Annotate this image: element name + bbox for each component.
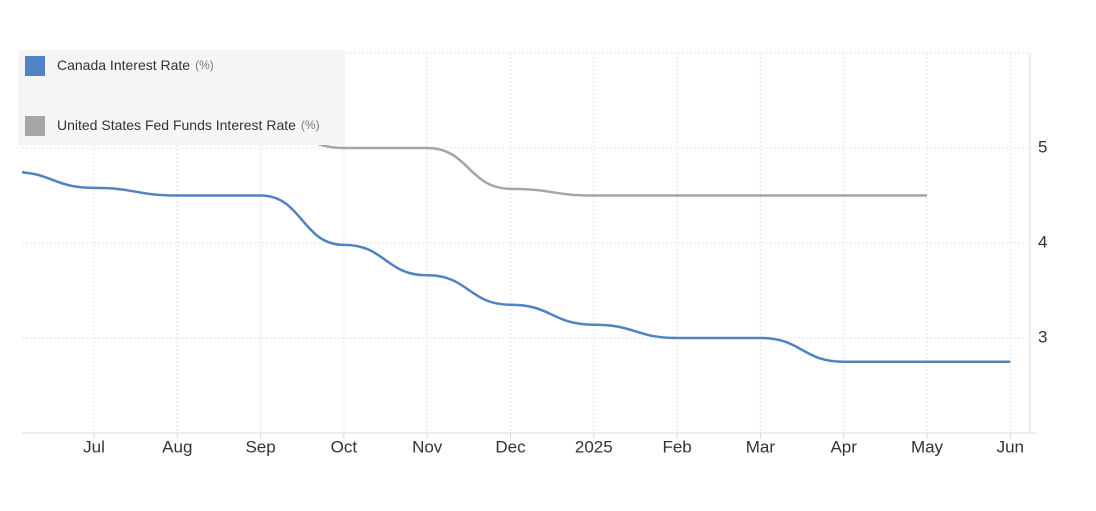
legend-label: United States Fed Funds Interest Rate (%)	[57, 117, 320, 133]
legend-label: Canada Interest Rate (%)	[57, 57, 214, 73]
series-line	[22, 170, 1011, 364]
x-tick-label: Apr	[830, 437, 857, 456]
axes: 3 4 5 Jul Aug Sep Oct Nov Dec 2025 Feb Mar Apr May Jun	[22, 53, 1047, 456]
y-tick-label: 5	[1038, 137, 1047, 156]
x-tick-label: Feb	[662, 437, 691, 456]
legend: Canada Interest Rate (%)United States Fed…	[18, 50, 345, 145]
x-tick-label: Jul	[83, 437, 105, 456]
x-tick-label: Nov	[412, 437, 443, 456]
legend-swatch	[25, 56, 45, 76]
x-tick-label: Jun	[997, 437, 1024, 456]
legend-box	[18, 50, 345, 145]
x-tick-label: Aug	[162, 437, 192, 456]
x-tick-label: Dec	[495, 437, 526, 456]
x-tick-label: May	[911, 437, 944, 456]
x-tick-label: Oct	[331, 437, 358, 456]
legend-swatch	[25, 116, 45, 136]
x-tick-label: 2025	[575, 437, 613, 456]
y-tick-label: 3	[1038, 327, 1047, 346]
x-tick-label: Mar	[746, 437, 776, 456]
y-tick-label: 4	[1038, 232, 1047, 251]
legend-name: United States Fed Funds Interest Rate	[57, 117, 296, 133]
legend-name: Canada Interest Rate	[57, 57, 190, 73]
x-tick-label: Sep	[245, 437, 275, 456]
legend-unit: (%)	[301, 118, 320, 132]
legend-unit: (%)	[195, 58, 214, 72]
